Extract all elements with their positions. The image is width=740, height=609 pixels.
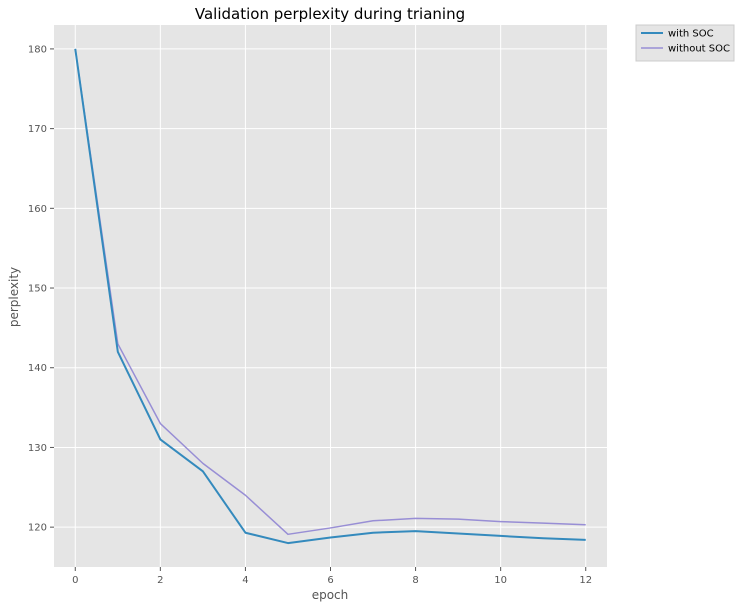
x-tick-label: 2: [157, 575, 163, 586]
series-line-with-soc: [74, 48, 586, 545]
legend-label-with-soc: with SOC: [668, 29, 714, 40]
x-tick-label: 10: [494, 575, 507, 586]
legend: with SOC without SOC: [635, 24, 735, 62]
x-tick-labels: 0 2 4 6 8 10 12: [72, 567, 592, 586]
series-lines: [74, 48, 586, 545]
y-tick-label: 120: [28, 523, 47, 534]
x-axis-label: epoch: [312, 588, 349, 602]
grid-lines: [54, 25, 607, 567]
y-tick-label: 150: [28, 284, 47, 295]
y-tick-label: 180: [28, 44, 47, 55]
y-tick-labels: 120 130 140 150 160 170 180: [28, 44, 54, 534]
x-tick-label: 8: [412, 575, 418, 586]
y-axis-label: perplexity: [7, 267, 21, 327]
y-tick-label: 170: [28, 124, 47, 135]
series-line-without-soc: [74, 48, 586, 536]
x-tick-label: 4: [242, 575, 248, 586]
x-tick-label: 0: [72, 575, 78, 586]
y-tick-label: 130: [28, 443, 47, 454]
chart-title: Validation perplexity during trianing: [195, 5, 465, 23]
legend-label-without-soc: without SOC: [668, 44, 730, 55]
y-tick-label: 160: [28, 204, 47, 215]
x-tick-label: 6: [327, 575, 333, 586]
y-tick-label: 140: [28, 363, 47, 374]
x-tick-label: 12: [579, 575, 592, 586]
legend-box: [635, 24, 735, 62]
